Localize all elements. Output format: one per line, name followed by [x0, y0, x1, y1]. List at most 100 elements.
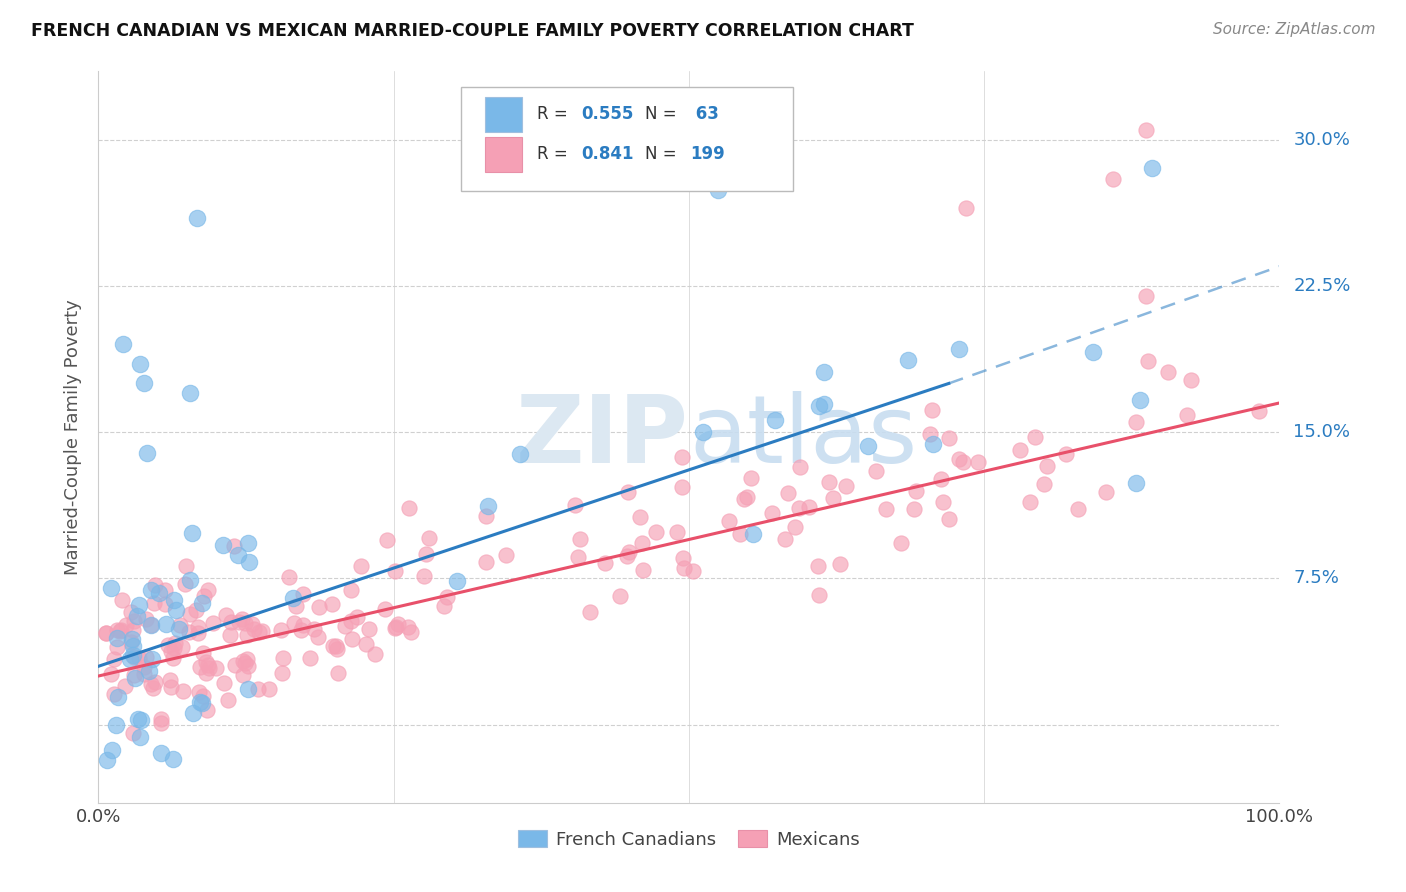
- Point: [326, 666, 349, 681]
- Point: [1102, 171, 1125, 186]
- Point: [617, 484, 640, 499]
- Point: [1033, 477, 1056, 491]
- Point: [179, 607, 201, 621]
- Text: 0.555: 0.555: [582, 105, 634, 123]
- Point: [150, 715, 173, 730]
- Point: [477, 499, 499, 513]
- Point: [128, 598, 150, 612]
- Point: [197, 583, 219, 598]
- Point: [195, 665, 218, 680]
- Point: [122, 649, 145, 664]
- Point: [141, 652, 163, 666]
- Point: [139, 618, 162, 632]
- Text: 63: 63: [690, 105, 718, 123]
- Text: N =: N =: [645, 105, 682, 123]
- Point: [921, 403, 943, 417]
- Point: [321, 597, 343, 611]
- Point: [783, 520, 806, 534]
- Point: [107, 690, 129, 704]
- Point: [150, 713, 173, 727]
- Point: [918, 426, 941, 441]
- Text: 199: 199: [690, 145, 725, 163]
- Point: [385, 620, 408, 634]
- Point: [495, 549, 517, 563]
- Text: atlas: atlas: [689, 391, 917, 483]
- Point: [579, 605, 602, 619]
- Point: [1095, 484, 1118, 499]
- Point: [195, 655, 218, 669]
- Point: [143, 675, 166, 690]
- Point: [114, 679, 136, 693]
- Point: [384, 621, 406, 635]
- Point: [110, 623, 132, 637]
- Point: [740, 471, 762, 485]
- Point: [105, 623, 128, 637]
- Point: [948, 452, 970, 467]
- Point: [307, 630, 329, 644]
- Point: [808, 588, 831, 602]
- Point: [415, 547, 437, 561]
- Point: [150, 746, 173, 760]
- Point: [191, 689, 214, 703]
- Point: [212, 676, 235, 690]
- Point: [413, 569, 436, 583]
- Point: [340, 614, 363, 628]
- Text: Source: ZipAtlas.com: Source: ZipAtlas.com: [1212, 22, 1375, 37]
- Point: [165, 636, 187, 650]
- Point: [384, 564, 406, 578]
- Point: [197, 657, 219, 672]
- Point: [1135, 123, 1157, 137]
- Point: [830, 557, 852, 571]
- Point: [813, 397, 835, 411]
- Point: [633, 563, 655, 577]
- Point: [932, 495, 955, 509]
- Point: [325, 639, 347, 653]
- Point: [96, 625, 118, 640]
- Point: [172, 640, 194, 655]
- Point: [228, 615, 250, 629]
- Text: R =: R =: [537, 145, 572, 163]
- Point: [645, 525, 668, 540]
- Point: [890, 536, 912, 550]
- Point: [1140, 161, 1163, 175]
- Point: [198, 661, 221, 675]
- Point: [132, 660, 155, 674]
- Point: [128, 730, 150, 744]
- Point: [682, 564, 704, 578]
- Point: [162, 641, 184, 656]
- Point: [1135, 288, 1157, 302]
- Point: [139, 677, 162, 691]
- Point: [103, 652, 125, 666]
- Point: [115, 617, 138, 632]
- Point: [630, 536, 652, 550]
- Point: [238, 658, 260, 673]
- Point: [418, 531, 440, 545]
- Point: [236, 652, 259, 666]
- Point: [139, 583, 162, 598]
- Point: [202, 616, 225, 631]
- Point: [128, 650, 150, 665]
- Point: [298, 651, 321, 665]
- Point: [628, 509, 651, 524]
- Point: [174, 559, 197, 574]
- Point: [921, 437, 943, 451]
- Point: [346, 610, 368, 624]
- Point: [672, 551, 695, 566]
- Point: [1019, 495, 1042, 509]
- Point: [162, 650, 184, 665]
- Point: [222, 539, 245, 553]
- Point: [1157, 365, 1180, 379]
- Point: [191, 696, 214, 710]
- Point: [322, 639, 344, 653]
- Point: [187, 684, 209, 698]
- Point: [193, 589, 215, 603]
- FancyBboxPatch shape: [485, 96, 523, 132]
- Point: [1024, 430, 1046, 444]
- Point: [948, 343, 970, 357]
- Point: [224, 658, 246, 673]
- Point: [616, 549, 638, 564]
- Text: 15.0%: 15.0%: [1294, 423, 1350, 442]
- Point: [349, 559, 371, 574]
- Point: [807, 559, 830, 574]
- Point: [136, 446, 159, 460]
